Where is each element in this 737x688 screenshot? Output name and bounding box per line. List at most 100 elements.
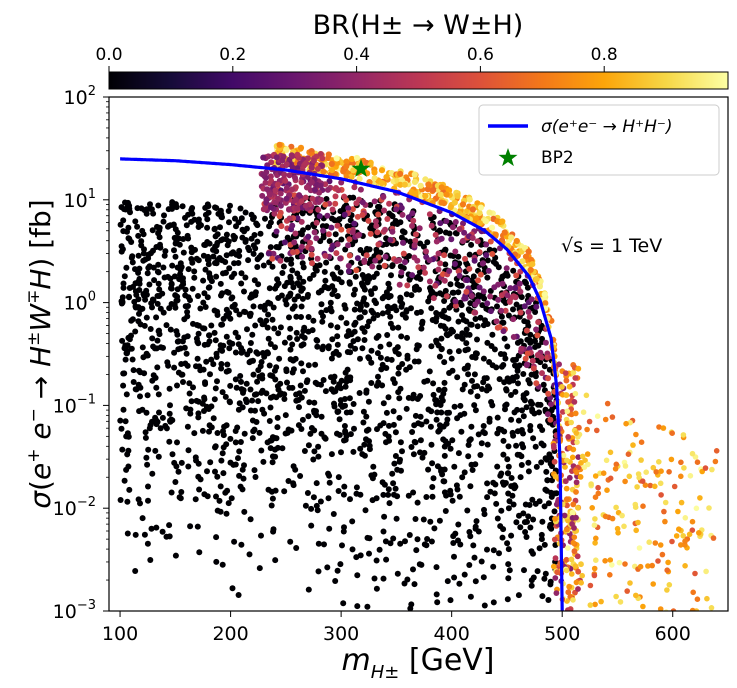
scatter-point xyxy=(456,226,463,233)
scatter-point xyxy=(223,312,230,319)
scatter-point xyxy=(141,292,148,299)
scatter-point xyxy=(638,457,644,463)
scatter-point xyxy=(255,398,262,405)
scatter-point xyxy=(499,218,506,225)
scatter-point xyxy=(303,160,310,167)
scatter-point xyxy=(494,303,500,310)
scatter-point xyxy=(612,466,619,472)
scatter-point xyxy=(275,280,282,287)
scatter-point xyxy=(519,407,525,414)
scatter-point xyxy=(195,219,202,226)
scatter-point xyxy=(238,215,245,222)
scatter-point xyxy=(330,511,337,517)
scatter-point xyxy=(265,250,272,257)
scatter-point xyxy=(366,318,372,325)
scatter-point xyxy=(574,439,580,446)
scatter-point xyxy=(473,518,480,525)
scatter-point xyxy=(225,500,232,507)
scatter-point xyxy=(484,480,491,487)
scatter-point xyxy=(345,268,352,275)
scatter-point xyxy=(227,382,234,389)
scatter-point xyxy=(465,453,472,460)
scatter-point xyxy=(334,341,341,348)
scatter-point xyxy=(303,379,310,386)
scatter-point xyxy=(379,382,386,389)
scatter-point xyxy=(207,371,213,378)
scatter-point xyxy=(573,479,580,486)
scatter-point xyxy=(260,262,267,269)
scatter-point xyxy=(467,388,474,395)
scatter-point xyxy=(508,475,515,481)
scatter-point xyxy=(171,247,177,254)
colorbar xyxy=(108,71,729,90)
scatter-point xyxy=(290,366,297,373)
scatter-point xyxy=(406,253,413,259)
scatter-point xyxy=(324,212,331,219)
scatter-point xyxy=(265,335,272,342)
scatter-point xyxy=(479,260,486,267)
scatter-point xyxy=(391,491,397,498)
scatter-point xyxy=(474,336,480,343)
scatter-point xyxy=(218,321,225,328)
scatter-point xyxy=(173,328,180,335)
scatter-point xyxy=(383,174,390,181)
scatter-point xyxy=(249,331,256,338)
scatter-point xyxy=(313,219,320,226)
scatter-point xyxy=(419,320,426,327)
scatter-point xyxy=(237,483,244,490)
scatter-point xyxy=(326,238,333,245)
scatter-point xyxy=(533,380,540,387)
scatter-point xyxy=(182,286,189,293)
scatter-point xyxy=(448,236,455,243)
scatter-point xyxy=(267,219,274,226)
scatter-point xyxy=(300,278,307,285)
scatter-point xyxy=(298,303,305,310)
scatter-point xyxy=(335,474,342,481)
scatter-point xyxy=(220,444,227,451)
scatter-point xyxy=(237,439,244,445)
scatter-point xyxy=(226,345,233,352)
scatter-point xyxy=(472,215,479,222)
scatter-point xyxy=(480,574,487,581)
scatter-point xyxy=(375,211,382,218)
scatter-point xyxy=(319,155,326,162)
scatter-point xyxy=(212,444,218,451)
scatter-point xyxy=(452,302,459,309)
scatter-point xyxy=(584,451,591,457)
scatter-point xyxy=(569,454,576,461)
scatter-point xyxy=(235,341,242,348)
scatter-point xyxy=(245,244,252,251)
scatter-point xyxy=(270,304,277,311)
scatter-point xyxy=(530,435,537,442)
scatter-point xyxy=(336,416,343,423)
scatter-point xyxy=(417,413,424,420)
scatter-point xyxy=(380,491,387,498)
scatter-point xyxy=(345,242,352,249)
scatter-point xyxy=(361,441,368,448)
scatter-point xyxy=(149,335,156,342)
scatter-point xyxy=(269,459,276,466)
scatter-point xyxy=(468,423,475,430)
scatter-point xyxy=(314,165,321,172)
scatter-point xyxy=(223,288,230,295)
scatter-point xyxy=(285,426,292,433)
scatter-point xyxy=(223,231,230,238)
scatter-point xyxy=(442,261,449,268)
scatter-point xyxy=(666,582,673,588)
scatter-point xyxy=(294,151,301,158)
scatter-point xyxy=(484,441,491,448)
scatter-point xyxy=(334,324,341,331)
scatter-point xyxy=(185,303,191,309)
scatter-point xyxy=(283,161,290,168)
scatter-point xyxy=(508,532,515,539)
scatter-point xyxy=(664,567,670,573)
scatter-point xyxy=(398,303,405,310)
scatter-point xyxy=(346,395,353,402)
scatter-point xyxy=(298,426,305,432)
scatter-point xyxy=(287,290,294,297)
scatter-point xyxy=(315,453,322,460)
scatter-point xyxy=(355,232,362,239)
scatter-point xyxy=(242,274,249,281)
scatter-point xyxy=(349,546,356,553)
scatter-point xyxy=(409,210,416,217)
